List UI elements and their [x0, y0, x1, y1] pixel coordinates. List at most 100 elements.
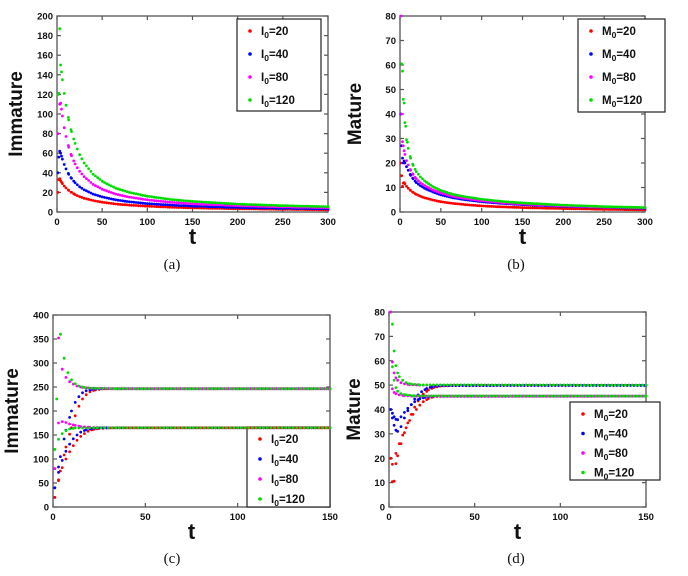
series-points [391, 322, 648, 387]
legend-label: I0=120 [261, 95, 295, 109]
x-tick-label: 250 [275, 217, 291, 228]
y-tick-label: 0 [380, 503, 385, 514]
legend-label: I0=40 [261, 49, 288, 63]
x-ticks: 0 50 100 150 [386, 312, 654, 523]
x-tick-label: 100 [230, 512, 246, 523]
plot-b-canvas: 0 50 100 150 200 250 300 0 10 20 30 40 50 60 70 80 t Matu… [345, 12, 666, 249]
caption-d: (d) [507, 551, 525, 567]
subplot-c: 0 50 100 150 0 50 100 150 200 250 300 350 400 t Immatu… [0, 288, 344, 576]
x-axis-label: t [188, 519, 196, 544]
subplot-a: 0 50 100 150 200 250 300 0 20 40 60 80 100 120 140 160 1… [0, 0, 344, 288]
x-tick-label: 0 [397, 217, 402, 228]
legend-marker-icon [581, 470, 585, 475]
legend-label: M0=80 [594, 448, 628, 462]
x-axis-label: t [519, 224, 527, 249]
x-tick-label: 100 [139, 217, 155, 228]
y-tick-label: 40 [374, 405, 385, 416]
y-axis-label: Mature [344, 378, 365, 440]
plot-a-canvas: 0 50 100 150 200 250 300 0 20 40 60 80 100 120 140 160 1… [6, 12, 336, 250]
legend-label: M0=80 [602, 72, 636, 86]
y-tick-label: 150 [33, 431, 49, 442]
legend-label: I0=80 [261, 72, 288, 86]
y-tick-label: 0 [391, 208, 396, 219]
y-ticks: 0 10 20 30 40 50 60 70 80 [374, 308, 646, 514]
y-tick-label: 200 [37, 12, 53, 23]
legend-label: I0=40 [271, 454, 298, 468]
data-points [56, 27, 330, 212]
y-tick-label: 70 [385, 36, 396, 47]
y-tick-label: 120 [37, 90, 53, 101]
y-tick-label: 200 [33, 407, 49, 418]
legend-marker-icon [581, 451, 585, 455]
y-tick-label: 50 [38, 479, 49, 490]
legend-label: M0=120 [594, 468, 634, 482]
legend-label: I0=120 [271, 494, 305, 508]
y-tick-label: 160 [37, 51, 53, 62]
x-tick-label: 200 [230, 217, 246, 228]
legend-item: M0=80 [581, 448, 628, 462]
y-tick-label: 80 [374, 308, 385, 319]
legend-marker-icon [248, 29, 252, 33]
y-tick-label: 10 [374, 478, 385, 489]
legend-item: M0=20 [589, 26, 636, 40]
y-tick-label: 50 [374, 381, 385, 392]
x-tick-label: 250 [596, 217, 612, 228]
y-tick-label: 300 [33, 359, 49, 370]
x-tick-label: 150 [322, 512, 338, 523]
legend-marker-icon [258, 457, 262, 461]
y-axis-label: Immature [6, 71, 27, 157]
y-tick-label: 400 [33, 311, 49, 322]
x-tick-label: 200 [555, 217, 571, 228]
legend-item: I0=80 [258, 474, 298, 488]
y-tick-label: 60 [385, 61, 396, 72]
legend-marker-icon [581, 431, 585, 436]
y-tick-label: 30 [374, 429, 385, 440]
legend-marker-icon [258, 477, 262, 481]
x-axis-label: t [514, 519, 522, 544]
series-points [400, 62, 647, 210]
y-tick-label: 0 [44, 503, 49, 514]
x-tick-label: 50 [436, 217, 447, 228]
legend-item: I0=80 [248, 72, 288, 86]
y-tick-label: 100 [33, 455, 49, 466]
x-tick-label: 150 [185, 217, 201, 228]
y-tick-label: 40 [385, 110, 396, 121]
legend-item: M0=120 [581, 468, 634, 482]
legend-marker-icon [589, 52, 593, 56]
legend-label: M0=40 [602, 49, 636, 63]
legend-item: I0=20 [248, 26, 288, 40]
y-tick-label: 80 [385, 12, 396, 23]
subplot-d: 0 50 100 150 0 10 20 30 40 50 60 70 80 t Mature M0=20 M0… [344, 288, 688, 576]
y-tick-label: 60 [374, 356, 385, 367]
y-tick-label: 20 [374, 454, 385, 465]
y-tick-label: 30 [385, 134, 396, 145]
x-tick-label: 100 [474, 217, 490, 228]
data-points [399, 14, 647, 212]
legend-item: M0=40 [581, 429, 628, 443]
x-tick-label: 300 [320, 217, 336, 228]
legend-marker-icon [248, 52, 252, 56]
x-tick-label: 0 [50, 512, 55, 523]
y-tick-label: 50 [385, 85, 396, 96]
legend-label: M0=40 [594, 429, 628, 443]
x-axis-label: t [189, 224, 197, 249]
legend-label: M0=20 [594, 409, 628, 423]
caption-c: (c) [163, 551, 181, 567]
x-tick-label: 300 [637, 217, 653, 228]
y-tick-label: 250 [33, 383, 49, 394]
series-points [399, 161, 647, 212]
legend-item: M0=40 [589, 49, 636, 63]
series-points [56, 101, 330, 210]
y-ticks: 0 10 20 30 40 50 60 70 80 [385, 12, 645, 219]
legend-box: I0=20 I0=40 I0=80 I0=120 [236, 18, 322, 112]
legend-item: M0=80 [589, 72, 636, 86]
x-tick-label: 50 [469, 512, 480, 523]
legend-label: I0=20 [271, 434, 298, 448]
legend-marker-icon [258, 437, 262, 441]
x-tick-label: 100 [552, 512, 568, 523]
legend-box: I0=20 I0=40 I0=80 I0=120 [246, 426, 331, 508]
y-tick-label: 10 [385, 183, 396, 194]
series-points [56, 27, 330, 209]
